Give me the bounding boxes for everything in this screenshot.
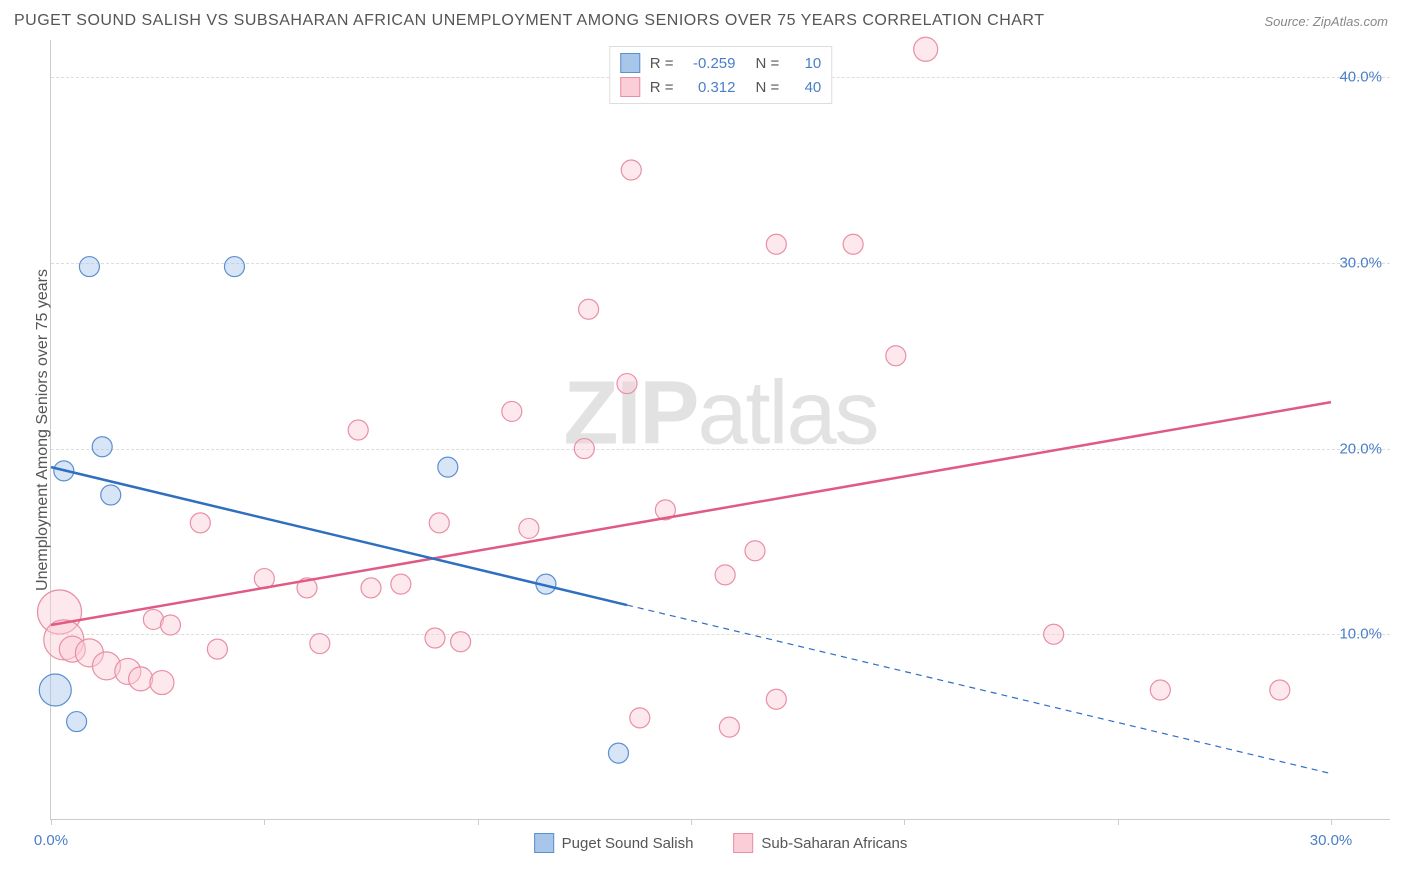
x-tick-label: 0.0% (34, 832, 68, 849)
scatter-point (429, 513, 449, 533)
scatter-point (719, 717, 739, 737)
legend-r-value-b: 0.312 (688, 79, 736, 96)
scatter-point (39, 674, 71, 706)
x-tick-label: 30.0% (1310, 832, 1353, 849)
scatter-point (101, 485, 121, 505)
scatter-point (1150, 680, 1170, 700)
scatter-point (914, 37, 938, 61)
scatter-point (438, 457, 458, 477)
legend-r-label: R = (650, 55, 674, 72)
scatter-svg (51, 40, 1390, 819)
legend-swatch-pink (733, 833, 753, 853)
scatter-point (715, 565, 735, 585)
source-attribution: Source: ZipAtlas.com (1264, 14, 1388, 29)
scatter-point (190, 513, 210, 533)
scatter-point (207, 639, 227, 659)
scatter-point (425, 628, 445, 648)
scatter-point (621, 160, 641, 180)
legend-series-a: Puget Sound Salish (534, 833, 694, 853)
scatter-point (608, 743, 628, 763)
legend-r-value-a: -0.259 (688, 55, 736, 72)
scatter-point (843, 234, 863, 254)
legend-n-value-b: 40 (793, 79, 821, 96)
legend-stats: R = -0.259 N = 10 R = 0.312 N = 40 (609, 46, 833, 104)
scatter-point (67, 712, 87, 732)
legend-n-label: N = (756, 55, 780, 72)
chart-title: PUGET SOUND SALISH VS SUBSAHARAN AFRICAN… (14, 12, 1044, 30)
trend-line (51, 467, 627, 605)
legend-n-value-a: 10 (793, 55, 821, 72)
legend-swatch-pink (620, 77, 640, 97)
scatter-point (574, 439, 594, 459)
scatter-point (224, 257, 244, 277)
scatter-point (519, 518, 539, 538)
legend-stats-row-a: R = -0.259 N = 10 (620, 51, 822, 75)
legend-series-a-label: Puget Sound Salish (562, 835, 694, 852)
scatter-point (630, 708, 650, 728)
legend-series: Puget Sound Salish Sub-Saharan Africans (534, 833, 908, 853)
scatter-point (451, 632, 471, 652)
scatter-point (361, 578, 381, 598)
scatter-point (348, 420, 368, 440)
scatter-point (129, 667, 153, 691)
y-axis-label: Unemployment Among Seniors over 75 years (34, 269, 52, 591)
legend-n-label: N = (756, 79, 780, 96)
scatter-point (766, 234, 786, 254)
legend-r-label: R = (650, 79, 674, 96)
scatter-point (766, 689, 786, 709)
scatter-point (310, 634, 330, 654)
scatter-point (502, 401, 522, 421)
scatter-point (1044, 624, 1064, 644)
legend-stats-row-b: R = 0.312 N = 40 (620, 75, 822, 99)
scatter-point (79, 257, 99, 277)
scatter-point (391, 574, 411, 594)
legend-series-b-label: Sub-Saharan Africans (761, 835, 907, 852)
legend-series-b: Sub-Saharan Africans (733, 833, 907, 853)
scatter-point (886, 346, 906, 366)
scatter-point (617, 374, 637, 394)
scatter-point (150, 671, 174, 695)
legend-swatch-blue (534, 833, 554, 853)
scatter-point (745, 541, 765, 561)
plot-area: Unemployment Among Seniors over 75 years… (50, 40, 1390, 820)
scatter-point (1270, 680, 1290, 700)
trend-line (627, 605, 1331, 774)
scatter-point (92, 437, 112, 457)
scatter-point (579, 299, 599, 319)
legend-swatch-blue (620, 53, 640, 73)
scatter-point (160, 615, 180, 635)
